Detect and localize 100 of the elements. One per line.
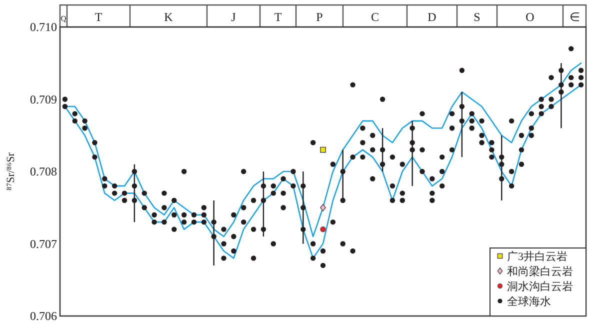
y-tick-label: 0.707 <box>30 236 57 251</box>
point <box>211 234 216 240</box>
point <box>489 140 494 146</box>
point <box>508 183 514 189</box>
point <box>62 96 68 102</box>
point <box>241 219 246 225</box>
point <box>459 104 465 110</box>
y-tick-label: 0.709 <box>30 92 57 106</box>
point <box>538 96 544 102</box>
point <box>518 147 524 152</box>
point <box>162 190 167 196</box>
point <box>250 198 256 203</box>
point <box>528 132 534 138</box>
point <box>459 118 465 124</box>
point <box>142 205 147 210</box>
point <box>568 74 574 80</box>
point <box>380 147 386 152</box>
point <box>350 82 356 88</box>
point <box>172 212 177 218</box>
point <box>320 226 326 232</box>
point <box>122 198 128 203</box>
point <box>172 226 177 232</box>
legend-label: 广3井白云岩 <box>507 250 568 263</box>
point <box>231 212 236 218</box>
text: O <box>526 10 535 24</box>
point <box>112 190 118 196</box>
point <box>430 190 435 196</box>
point <box>449 147 455 152</box>
point <box>270 183 276 189</box>
text: C <box>370 10 380 24</box>
point <box>370 132 376 138</box>
point <box>469 111 474 116</box>
point <box>300 183 306 189</box>
point <box>62 104 68 110</box>
point <box>489 147 494 152</box>
point <box>410 140 415 146</box>
point <box>72 111 78 116</box>
point <box>241 205 246 210</box>
point <box>112 183 118 189</box>
point <box>360 140 366 146</box>
point <box>410 147 415 152</box>
point <box>181 219 187 225</box>
point <box>479 118 484 124</box>
point <box>181 212 187 218</box>
point <box>172 198 177 203</box>
point <box>420 147 425 152</box>
text: T <box>274 10 282 24</box>
point <box>330 162 336 167</box>
point <box>469 126 474 131</box>
point <box>350 154 356 160</box>
point <box>558 89 564 95</box>
point <box>558 68 564 73</box>
point <box>508 118 514 124</box>
point <box>340 241 346 246</box>
point <box>568 46 574 52</box>
point <box>231 248 236 254</box>
point <box>360 126 366 131</box>
point <box>449 111 455 116</box>
point <box>479 132 484 138</box>
point <box>508 168 514 174</box>
point <box>390 183 396 189</box>
point <box>578 68 584 73</box>
text: J <box>231 10 236 24</box>
point <box>578 82 584 88</box>
point <box>72 118 78 124</box>
point <box>310 140 316 146</box>
point <box>410 126 415 131</box>
point <box>578 74 584 80</box>
point <box>439 183 445 189</box>
point <box>162 205 167 210</box>
point <box>260 183 266 189</box>
point <box>221 256 226 261</box>
point <box>518 132 524 138</box>
point <box>231 234 236 240</box>
point <box>459 68 465 73</box>
point <box>152 219 157 225</box>
point <box>132 198 138 203</box>
point <box>142 190 147 196</box>
point <box>221 226 226 232</box>
legend-label: 和尚梁白云岩 <box>507 265 573 278</box>
point <box>400 162 405 167</box>
point <box>92 154 98 160</box>
point <box>439 154 445 160</box>
point <box>82 118 88 124</box>
y-tick-label: 0.706 <box>30 309 57 323</box>
point <box>390 198 396 203</box>
point <box>310 241 316 246</box>
point <box>320 248 326 254</box>
point <box>400 198 405 203</box>
point <box>528 111 534 116</box>
point <box>270 190 276 196</box>
point <box>132 168 138 174</box>
point <box>102 183 108 189</box>
point <box>241 168 246 174</box>
point <box>201 219 207 225</box>
point <box>360 154 366 160</box>
point <box>191 219 197 225</box>
point <box>300 205 306 210</box>
point <box>469 118 474 124</box>
point <box>380 96 386 102</box>
